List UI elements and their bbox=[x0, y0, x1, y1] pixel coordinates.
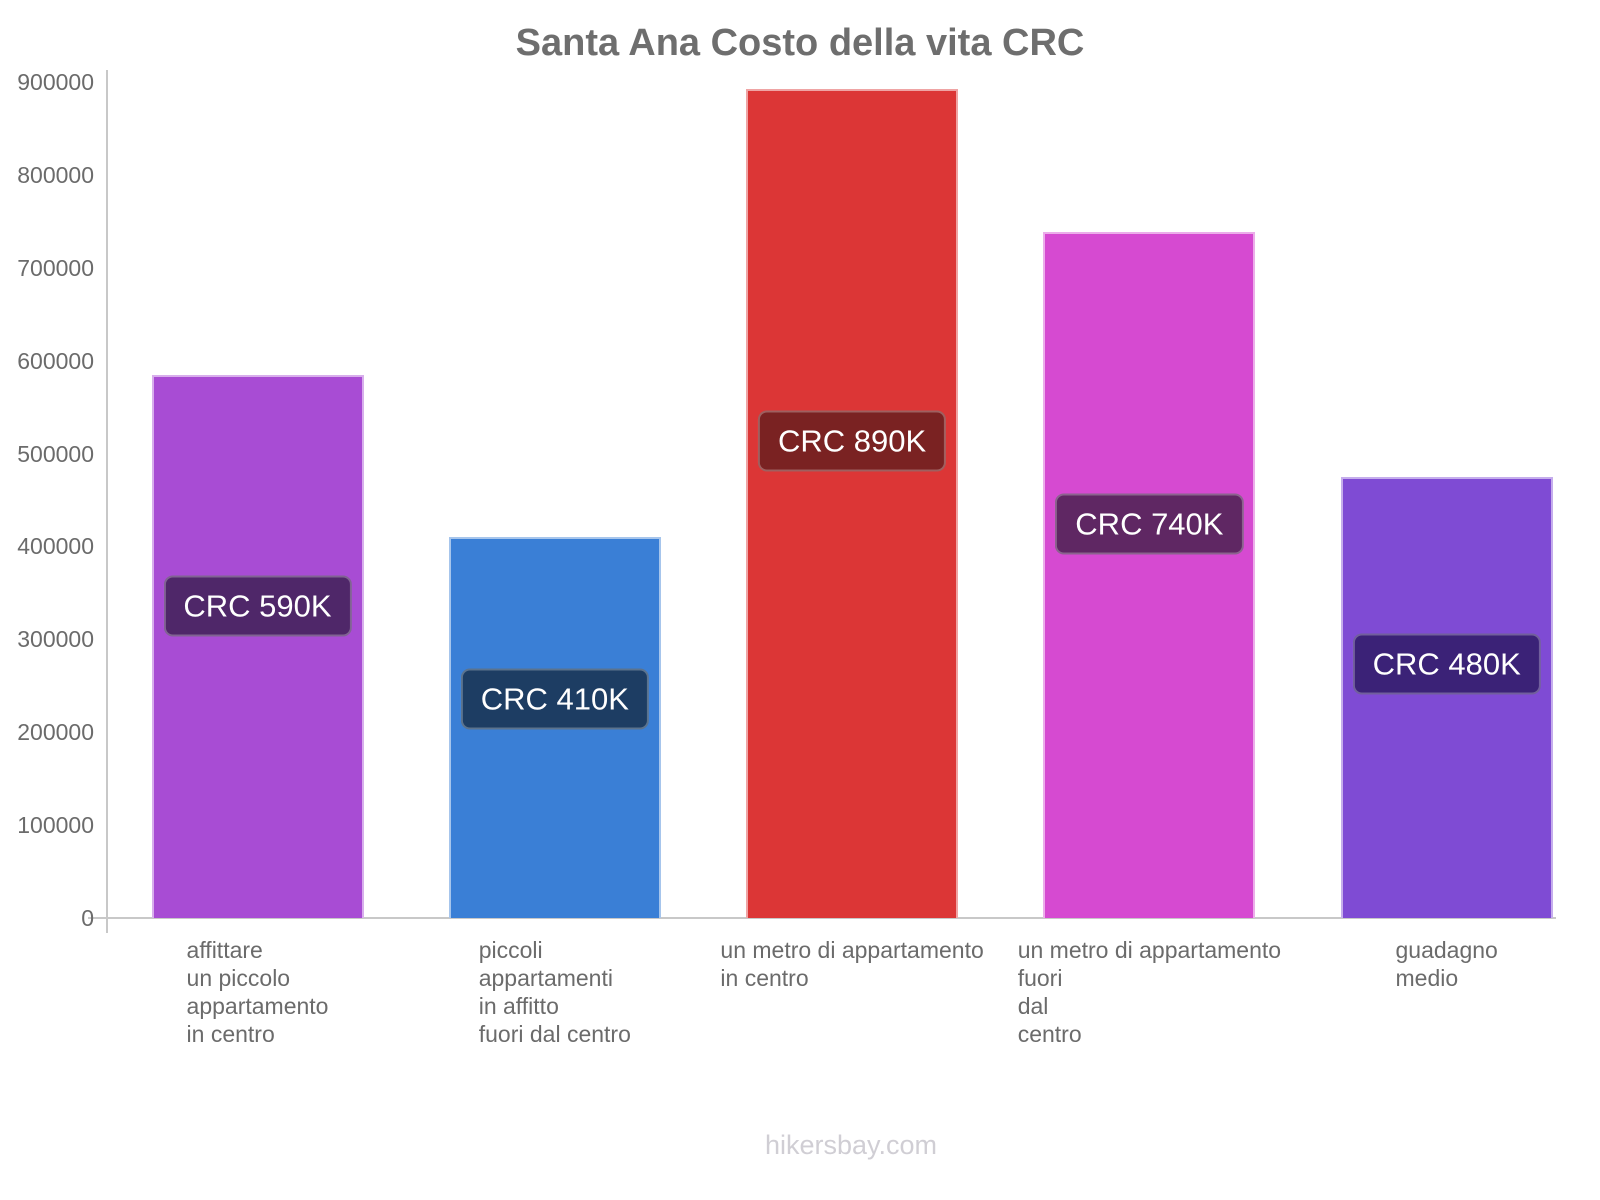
y-axis-tick-label: 900000 bbox=[17, 69, 94, 95]
x-axis-category-line: un piccolo bbox=[186, 965, 291, 991]
bar bbox=[1340, 476, 1553, 918]
x-axis-category-label: un metro di appartamento fuori dal centro bbox=[1018, 936, 1281, 1048]
chart-title: Santa Ana Costo della vita CRC bbox=[515, 22, 1085, 64]
bar-value-label: CRC 740K bbox=[1055, 493, 1244, 555]
y-axis-tick-label: 700000 bbox=[17, 254, 94, 281]
y-axis-tick-label: 300000 bbox=[17, 626, 94, 653]
x-axis-category-line: un metro di appartamento bbox=[720, 937, 984, 963]
y-axis-tick-label: 600000 bbox=[17, 347, 94, 374]
x-axis-category-line: centro bbox=[1017, 1021, 1082, 1047]
y-axis-tick-label: 0 bbox=[81, 905, 94, 931]
bar bbox=[151, 374, 364, 918]
x-axis-category-label: un metro di appartamento in centro bbox=[720, 936, 983, 992]
x-axis-category-line: affittare bbox=[186, 937, 263, 963]
bar-value-label: CRC 480K bbox=[1352, 633, 1541, 695]
zero-tick-mark bbox=[88, 917, 107, 919]
y-axis-tick-label: 100000 bbox=[17, 812, 94, 839]
x-axis-category-line: fuori bbox=[1017, 965, 1063, 991]
y-axis-tick-label: 500000 bbox=[17, 440, 94, 467]
x-axis-category-line: un metro di appartamento bbox=[1017, 937, 1282, 963]
x-axis-category-line: medio bbox=[1395, 965, 1459, 991]
y-axis-tick-label: 200000 bbox=[17, 719, 94, 746]
y-axis-line bbox=[106, 70, 108, 933]
x-axis-line bbox=[107, 917, 1556, 919]
x-axis-category-line: in centro bbox=[186, 1021, 275, 1047]
y-axis-tick-label: 400000 bbox=[17, 533, 94, 560]
x-axis-category-label: affittare un piccolo appartamento in centro bbox=[187, 936, 329, 1048]
x-axis-category-line: appartamenti bbox=[478, 965, 613, 991]
watermark: hikersbay.com bbox=[764, 1130, 938, 1160]
x-axis-category-line: dal bbox=[1017, 993, 1049, 1019]
bar bbox=[1043, 232, 1256, 918]
x-axis-category-label: piccoli appartamenti in affitto fuori dal c… bbox=[479, 936, 631, 1048]
bar bbox=[746, 88, 959, 918]
x-axis-category-line: appartamento bbox=[186, 993, 329, 1019]
x-axis-category-line: guadagno bbox=[1395, 937, 1498, 963]
x-axis-category-line: in affitto bbox=[478, 993, 559, 1019]
bar-value-label: CRC 890K bbox=[758, 410, 947, 472]
x-axis-category-line: fuori dal centro bbox=[478, 1021, 631, 1047]
x-axis-category-line: piccoli bbox=[478, 937, 543, 963]
x-axis-category-line: in centro bbox=[720, 965, 809, 991]
bar-value-label: CRC 590K bbox=[163, 575, 352, 637]
bar-value-label: CRC 410K bbox=[460, 668, 649, 730]
y-axis-tick-label: 800000 bbox=[17, 161, 94, 188]
x-axis-category-label: guadagno medio bbox=[1396, 936, 1498, 992]
